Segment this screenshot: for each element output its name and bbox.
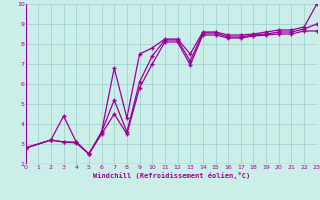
X-axis label: Windchill (Refroidissement éolien,°C): Windchill (Refroidissement éolien,°C) [92, 172, 250, 179]
